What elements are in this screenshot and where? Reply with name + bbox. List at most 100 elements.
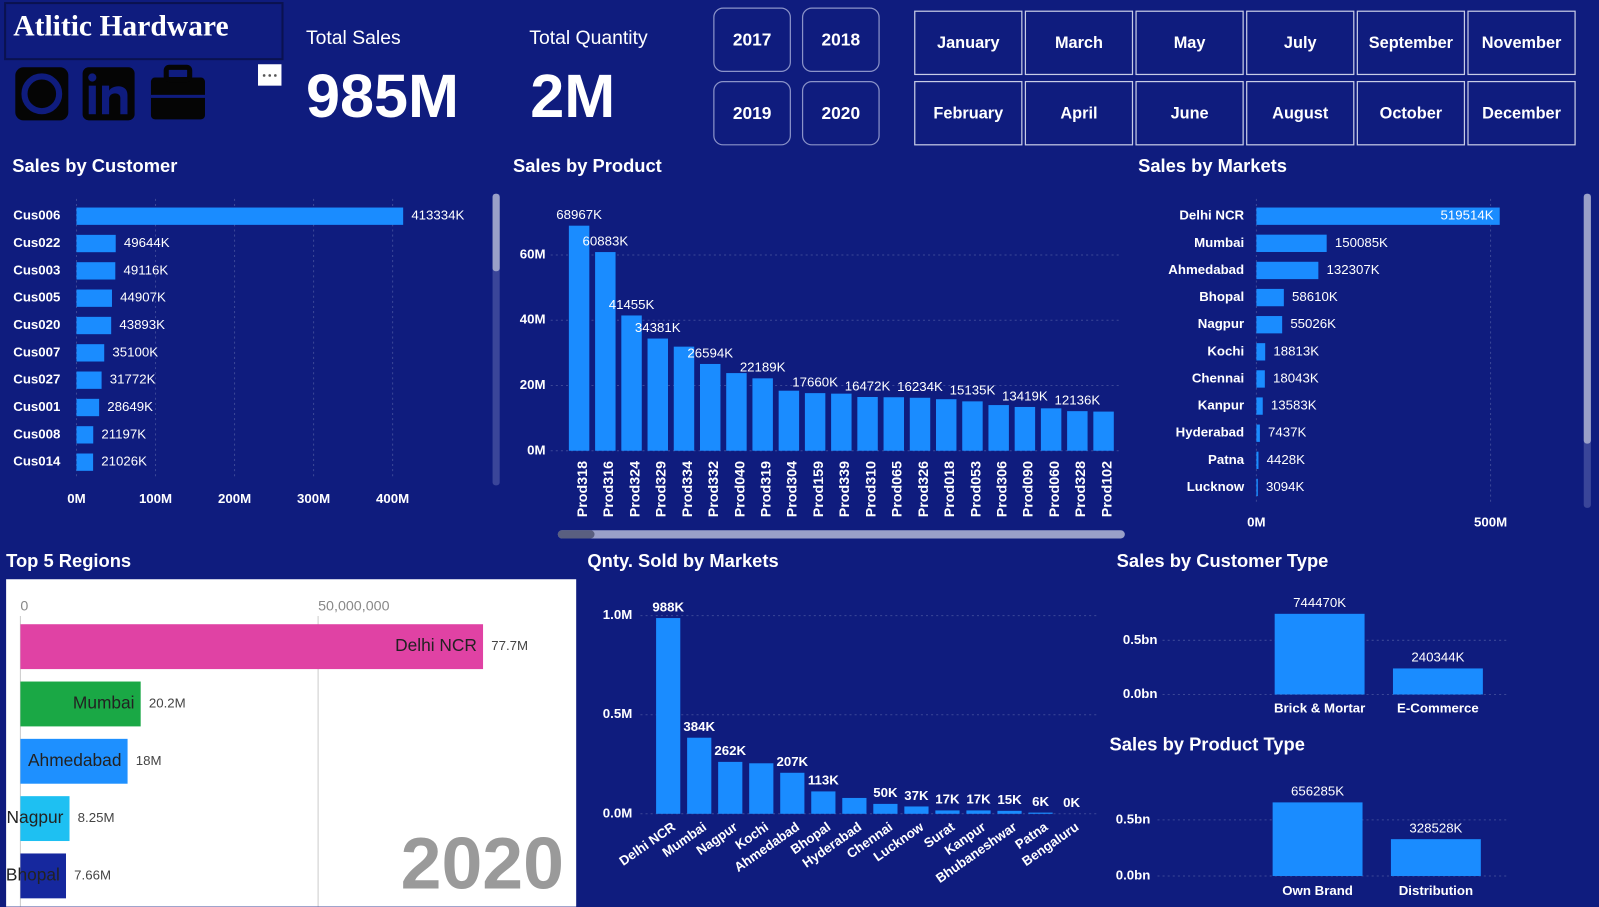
y-tick-label: 1.0M: [603, 607, 632, 622]
month-button-box[interactable]: [1467, 80, 1576, 146]
bar: [904, 806, 929, 814]
category-label: Ahmedabad: [1168, 262, 1244, 277]
value-label: 18813K: [1273, 343, 1319, 358]
bar: [778, 390, 800, 451]
year-button-box[interactable]: [713, 7, 791, 72]
bar: [1014, 406, 1036, 451]
month-button-box[interactable]: [914, 80, 1023, 146]
bar: [752, 378, 773, 451]
category-label: Delhi NCR: [1179, 208, 1244, 223]
value-label: 49644K: [124, 235, 170, 250]
category-label: Patna: [1208, 452, 1245, 467]
month-button-box[interactable]: [1135, 10, 1244, 76]
kpi-value: 2M: [530, 62, 615, 130]
month-button[interactable]: October: [1356, 80, 1466, 146]
month-button[interactable]: January: [914, 10, 1023, 76]
year-button[interactable]: 2020: [801, 80, 880, 146]
year-button[interactable]: 2018: [801, 7, 880, 72]
scrollbar-thumb[interactable]: [492, 193, 500, 272]
year-button[interactable]: 2017: [713, 7, 791, 72]
year-button-label[interactable]: 2019: [733, 103, 772, 123]
bar: [1040, 408, 1062, 451]
bar: [76, 316, 112, 335]
month-button[interactable]: July: [1246, 10, 1355, 76]
category-label: Prod018: [942, 461, 958, 517]
value-label: 68967K: [556, 207, 602, 222]
kpi-label: Total Quantity: [529, 27, 648, 49]
month-button-label[interactable]: July: [1284, 34, 1317, 52]
month-button[interactable]: December: [1467, 80, 1576, 146]
month-button-label[interactable]: December: [1482, 105, 1561, 123]
bar: [647, 338, 668, 451]
month-button-label[interactable]: February: [933, 105, 1003, 123]
value-label: 28649K: [107, 399, 153, 414]
month-button-label[interactable]: October: [1380, 105, 1443, 123]
value-label: 656285K: [1291, 784, 1344, 799]
month-button-box[interactable]: [1467, 10, 1576, 76]
dashboard-body: Atlitic Hardware Total Sales 985M Total …: [4, 2, 1591, 907]
bar: [621, 315, 642, 451]
year-annotation: 2020: [401, 822, 564, 904]
category-label: Prod102: [1099, 461, 1115, 517]
value-label: 240344K: [1411, 650, 1464, 665]
value-label: 132307K: [1327, 262, 1380, 277]
bar: [699, 363, 721, 451]
bar: [76, 398, 100, 417]
month-button-label[interactable]: January: [937, 34, 1000, 52]
github-icon[interactable]: [15, 67, 69, 121]
month-button-box[interactable]: [1024, 10, 1134, 76]
month-button-label[interactable]: November: [1482, 34, 1562, 52]
month-button-label[interactable]: April: [1060, 105, 1097, 123]
category-label: Own Brand: [1282, 883, 1353, 898]
bar: [873, 803, 898, 814]
category-label: Prod339: [837, 461, 853, 517]
year-button-label[interactable]: 2017: [733, 29, 772, 49]
month-button-box[interactable]: [1356, 10, 1466, 76]
month-button[interactable]: May: [1135, 10, 1244, 76]
year-button-box[interactable]: [713, 80, 791, 146]
month-button-label[interactable]: September: [1369, 34, 1454, 52]
linkedin-icon[interactable]: [82, 67, 135, 121]
value-label: 15K: [997, 792, 1022, 807]
category-label: Prod332: [706, 461, 722, 517]
month-button-box[interactable]: [1356, 80, 1466, 146]
month-button-label[interactable]: May: [1174, 34, 1206, 52]
month-button[interactable]: June: [1135, 80, 1244, 146]
year-button-label[interactable]: 2020: [822, 103, 861, 123]
year-button-label[interactable]: 2018: [822, 29, 861, 49]
bar: [76, 207, 404, 225]
month-button-label[interactable]: March: [1055, 34, 1103, 52]
value-label: 328528K: [1409, 820, 1462, 835]
bar: [718, 761, 743, 814]
scrollbar-thumb[interactable]: [1583, 193, 1591, 444]
year-button-box[interactable]: [801, 7, 880, 72]
month-button-box[interactable]: [1246, 80, 1355, 146]
chart-title: Sales by Product Type: [1110, 733, 1305, 754]
month-button[interactable]: September: [1356, 10, 1466, 76]
month-button[interactable]: November: [1467, 10, 1576, 76]
month-button-box[interactable]: [1246, 10, 1355, 76]
chart-title: Sales by Product: [513, 155, 662, 176]
category-label: Cus003: [13, 262, 60, 277]
month-button-box[interactable]: [1135, 80, 1244, 146]
month-button-box[interactable]: [914, 10, 1023, 76]
category-label: Cus027: [13, 372, 60, 387]
kpi-value: 985M: [306, 62, 459, 130]
year-button-box[interactable]: [801, 80, 880, 146]
month-button[interactable]: August: [1246, 80, 1355, 146]
y-tick-label: 0.5bn: [1123, 632, 1158, 647]
scrollbar[interactable]: [557, 530, 1125, 539]
month-button-label[interactable]: August: [1272, 105, 1329, 123]
year-button[interactable]: 2019: [713, 80, 791, 146]
month-button[interactable]: April: [1024, 80, 1134, 146]
month-button-label[interactable]: June: [1171, 105, 1209, 123]
category-label: Delhi NCR: [395, 635, 477, 655]
portfolio-icon[interactable]: [150, 64, 205, 120]
more-options[interactable]: [258, 64, 282, 86]
month-button-box[interactable]: [1024, 80, 1134, 146]
month-button[interactable]: March: [1024, 10, 1134, 76]
category-label: Prod329: [654, 461, 670, 517]
month-button[interactable]: February: [914, 80, 1023, 146]
scrollbar-thumb[interactable]: [557, 530, 595, 539]
value-label: 744470K: [1293, 595, 1346, 610]
